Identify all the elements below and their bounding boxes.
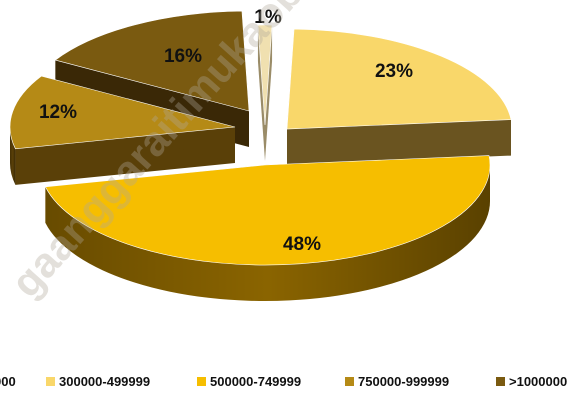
data-labels: 1% 23% 48% 12% 16% (39, 7, 413, 255)
legend-swatch (345, 377, 354, 386)
pie-slice-4 (9, 75, 236, 185)
legend-label: >1000000 (509, 374, 567, 389)
legend-swatch (496, 377, 505, 386)
legend-label: 500000-749999 (210, 374, 301, 389)
pie-slice-3 (44, 155, 491, 301)
data-label-slice-5: 16% (164, 46, 202, 67)
legend-item-3: 500000-749999 (197, 374, 301, 389)
data-label-slice-3: 48% (283, 234, 321, 255)
legend-item-2: 300000-499999 (46, 374, 150, 389)
pie-slice-2 (286, 28, 512, 165)
pie-slices (9, 10, 512, 301)
legend-swatch (197, 377, 206, 386)
legend-label: 000 (0, 374, 16, 389)
legend-item-1: 000 (0, 374, 16, 389)
data-label-slice-4: 12% (39, 102, 77, 123)
data-label-slice-1: 1% (254, 7, 282, 28)
legend-label: 300000-499999 (59, 374, 150, 389)
pie-slice-1 (257, 24, 273, 161)
legend-item-5: >1000000 (496, 374, 567, 389)
legend-swatch (46, 377, 55, 386)
legend-item-4: 750000-999999 (345, 374, 449, 389)
legend: 000 300000-499999 500000-749999 750000-9999… (0, 374, 567, 389)
data-label-slice-2: 23% (375, 61, 413, 82)
legend-label: 750000-999999 (358, 374, 449, 389)
